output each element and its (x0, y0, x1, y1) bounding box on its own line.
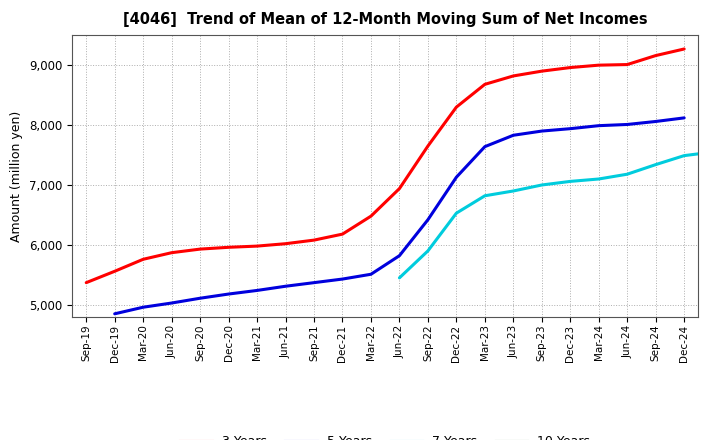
5 Years (167, 301, 176, 306)
Line: 7 Years: 7 Years (400, 152, 713, 278)
3 Years (196, 246, 204, 252)
3 Years (595, 62, 603, 68)
7 Years (395, 275, 404, 280)
3 Years (167, 250, 176, 255)
3 Years (253, 243, 261, 249)
3 Years (623, 62, 631, 67)
3 Years (310, 238, 318, 243)
5 Years (282, 284, 290, 289)
3 Years (366, 213, 375, 219)
7 Years (623, 172, 631, 177)
5 Years (139, 304, 148, 310)
3 Years (110, 269, 119, 274)
3 Years (509, 73, 518, 79)
5 Years (480, 144, 489, 149)
5 Years (310, 280, 318, 285)
Line: 3 Years: 3 Years (86, 49, 684, 282)
3 Years (566, 65, 575, 70)
5 Years (423, 217, 432, 222)
5 Years (452, 175, 461, 180)
3 Years (452, 104, 461, 110)
5 Years (652, 119, 660, 124)
7 Years (480, 193, 489, 198)
5 Years (253, 288, 261, 293)
5 Years (196, 296, 204, 301)
3 Years (537, 69, 546, 74)
3 Years (139, 257, 148, 262)
5 Years (595, 123, 603, 128)
5 Years (680, 115, 688, 121)
3 Years (338, 231, 347, 237)
3 Years (480, 82, 489, 87)
5 Years (395, 253, 404, 258)
3 Years (652, 53, 660, 58)
7 Years (423, 248, 432, 253)
Y-axis label: Amount (million yen): Amount (million yen) (10, 110, 23, 242)
Line: 5 Years: 5 Years (114, 118, 684, 314)
3 Years (680, 46, 688, 51)
3 Years (423, 143, 432, 149)
7 Years (566, 179, 575, 184)
5 Years (509, 132, 518, 138)
7 Years (652, 162, 660, 167)
7 Years (452, 210, 461, 216)
5 Years (366, 271, 375, 277)
5 Years (537, 128, 546, 134)
3 Years (82, 280, 91, 285)
7 Years (509, 188, 518, 194)
3 Years (395, 186, 404, 191)
5 Years (623, 122, 631, 127)
7 Years (595, 176, 603, 182)
Legend: 3 Years, 5 Years, 7 Years, 10 Years: 3 Years, 5 Years, 7 Years, 10 Years (176, 430, 595, 440)
5 Years (338, 276, 347, 282)
3 Years (282, 241, 290, 246)
5 Years (110, 311, 119, 316)
7 Years (708, 150, 717, 155)
3 Years (225, 245, 233, 250)
5 Years (225, 291, 233, 297)
5 Years (566, 126, 575, 131)
7 Years (680, 153, 688, 158)
Title: [4046]  Trend of Mean of 12-Month Moving Sum of Net Incomes: [4046] Trend of Mean of 12-Month Moving … (123, 12, 647, 27)
7 Years (537, 182, 546, 187)
